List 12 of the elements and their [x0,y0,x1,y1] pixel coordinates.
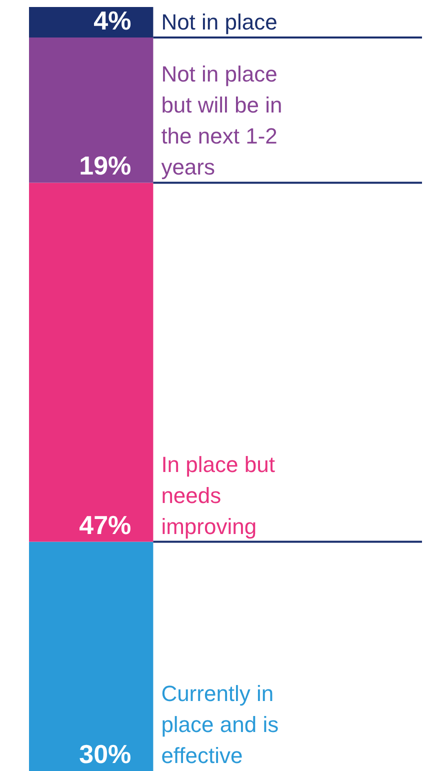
data-label: 47% [79,510,132,540]
bar [29,542,154,771]
data-label: 4% [94,6,132,36]
series-label: Not in place [161,10,278,35]
bar [29,182,154,542]
bar [29,38,154,183]
data-label: 30% [79,739,132,769]
series-label: Not in place but will be in the next 1-2 years [161,62,282,180]
series-label: Currently in place and is effective [161,681,279,768]
series-label: In place but needs improving [161,452,275,539]
bar [29,7,154,38]
data-label: 19% [79,150,132,181]
